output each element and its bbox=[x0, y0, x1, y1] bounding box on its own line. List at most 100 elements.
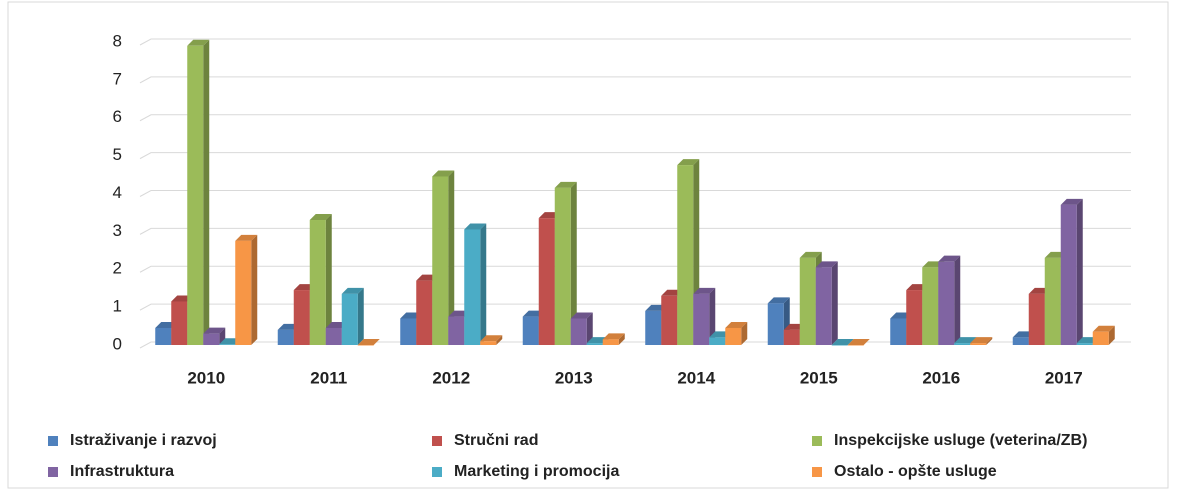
legend-label: Stručni rad bbox=[454, 432, 538, 449]
bar bbox=[235, 240, 252, 345]
legend-swatch bbox=[432, 436, 442, 446]
bar bbox=[783, 329, 800, 345]
bar bbox=[693, 293, 710, 345]
bar bbox=[480, 341, 497, 345]
bar bbox=[570, 318, 587, 345]
y-tick-label: 3 bbox=[113, 221, 122, 240]
bar bbox=[1028, 293, 1045, 345]
bar-top bbox=[831, 339, 854, 345]
bar-top bbox=[677, 159, 700, 166]
x-tick-label: 2010 bbox=[187, 368, 225, 387]
bar-side bbox=[618, 333, 625, 345]
bar-side bbox=[831, 261, 838, 345]
y-tick-label: 0 bbox=[113, 334, 122, 353]
bar-top bbox=[432, 170, 455, 177]
bar-side bbox=[986, 337, 993, 345]
x-tick-label: 2013 bbox=[555, 368, 593, 387]
bar-top bbox=[938, 255, 961, 262]
bar-side bbox=[1108, 325, 1115, 345]
bar-side bbox=[219, 327, 226, 345]
bar-top bbox=[554, 181, 577, 188]
bar bbox=[938, 261, 955, 345]
bar bbox=[767, 303, 784, 345]
bar bbox=[586, 343, 603, 345]
x-tick-label: 2012 bbox=[432, 368, 470, 387]
bar bbox=[203, 333, 220, 345]
bar bbox=[906, 290, 923, 345]
bar bbox=[171, 301, 188, 345]
bar-side bbox=[448, 170, 455, 345]
y-tick-label: 2 bbox=[113, 259, 122, 278]
bar-top bbox=[187, 39, 210, 46]
grid-line bbox=[139, 38, 1131, 46]
bar-top bbox=[480, 335, 503, 342]
x-tick-label: 2017 bbox=[1045, 368, 1083, 387]
bar bbox=[538, 218, 555, 345]
bar-side bbox=[709, 287, 716, 345]
legend-label: Infrastruktura bbox=[70, 463, 174, 480]
chart-frame bbox=[7, 1, 1169, 489]
bar-top bbox=[970, 337, 993, 344]
bar bbox=[554, 187, 571, 345]
bar-top bbox=[570, 312, 593, 319]
bar bbox=[847, 345, 864, 346]
legend-swatch bbox=[48, 467, 58, 477]
bar-top bbox=[357, 339, 380, 345]
grid-line bbox=[139, 190, 1131, 197]
bar bbox=[309, 220, 326, 345]
bar bbox=[970, 343, 987, 345]
legend-label: Marketing i promocija bbox=[454, 463, 619, 480]
legend-label: Istraživanje i razvoj bbox=[70, 432, 217, 449]
bar-top bbox=[235, 234, 258, 241]
legend-label: Inspekcijske usluge (veterina/ZB) bbox=[834, 432, 1087, 449]
bar-top bbox=[725, 321, 748, 328]
bar-top bbox=[1060, 198, 1083, 205]
bar-side bbox=[357, 287, 364, 345]
bar bbox=[661, 295, 678, 345]
bar bbox=[219, 344, 236, 345]
bar-top bbox=[1092, 325, 1115, 332]
bar-side bbox=[203, 39, 210, 345]
bar bbox=[725, 327, 742, 345]
bar bbox=[187, 45, 204, 345]
grid-line bbox=[139, 76, 1131, 84]
bar bbox=[357, 345, 374, 346]
bar bbox=[799, 257, 816, 345]
bar bbox=[1044, 257, 1061, 345]
bar bbox=[677, 165, 694, 345]
bar-side bbox=[741, 321, 748, 345]
bar bbox=[432, 176, 449, 345]
bar-top bbox=[767, 297, 790, 304]
bar-top bbox=[309, 214, 332, 221]
legend-swatch bbox=[812, 436, 822, 446]
x-tick-label: 2014 bbox=[677, 368, 715, 387]
bar bbox=[831, 345, 848, 346]
bar-top bbox=[693, 287, 716, 294]
bar bbox=[922, 267, 939, 345]
x-tick-label: 2016 bbox=[922, 368, 960, 387]
bar bbox=[645, 310, 662, 345]
bar-side bbox=[570, 181, 577, 345]
bar bbox=[1076, 343, 1093, 345]
grid-line bbox=[139, 227, 1131, 235]
bar-top bbox=[815, 261, 838, 268]
bar-side bbox=[954, 255, 961, 345]
y-tick-label: 4 bbox=[113, 183, 122, 202]
y-tick-label: 1 bbox=[113, 297, 122, 316]
bar bbox=[815, 267, 832, 345]
bar-side bbox=[1076, 198, 1083, 345]
legend-swatch bbox=[48, 436, 58, 446]
y-tick-label: 7 bbox=[113, 69, 122, 88]
grid-line bbox=[139, 152, 1131, 160]
bar bbox=[602, 339, 619, 345]
bar-top bbox=[954, 337, 977, 344]
y-tick-label: 5 bbox=[113, 145, 122, 164]
bar bbox=[1060, 204, 1077, 345]
bar-top bbox=[847, 339, 870, 345]
x-tick-label: 2015 bbox=[800, 368, 838, 387]
bar bbox=[709, 337, 726, 345]
bar bbox=[448, 316, 465, 345]
bar bbox=[277, 329, 294, 345]
bar bbox=[522, 316, 539, 345]
